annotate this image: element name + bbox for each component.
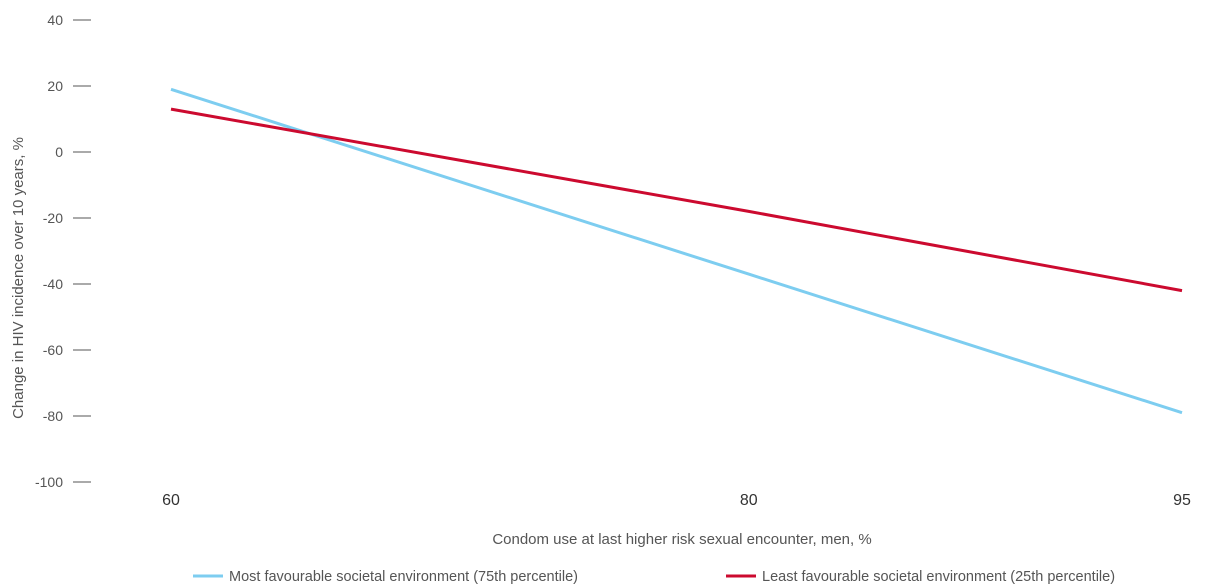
legend-label: Most favourable societal environment (75… [229, 569, 578, 585]
y-axis-title: Change in HIV incidence over 10 years, % [10, 137, 27, 419]
y-tick-label: -40 [43, 276, 63, 292]
x-tick-label: 80 [740, 492, 758, 509]
legend-item-1: Most favourable societal environment (75… [193, 569, 578, 585]
x-tick-label: 95 [1173, 492, 1191, 509]
y-tick-label: 20 [47, 78, 63, 94]
x-axis: 60 80 95 [162, 492, 1191, 509]
series-lines [170, 87, 1183, 415]
y-tick-label: 0 [55, 144, 63, 160]
y-tick-label: -60 [43, 342, 63, 358]
y-tick-label: -100 [35, 474, 63, 490]
legend-label: Least favourable societal environment (2… [762, 569, 1115, 585]
series-line-2 [170, 107, 1183, 293]
x-axis-title: Condom use at last higher risk sexual en… [492, 531, 871, 548]
y-axis: 40 20 0 -20 -40 -60 -80 -100 [35, 12, 91, 490]
legend: Most favourable societal environment (75… [193, 569, 1115, 585]
y-tick-label: -80 [43, 408, 63, 424]
series-line-1 [170, 87, 1183, 415]
y-tick-label: -20 [43, 210, 63, 226]
x-tick-label: 60 [162, 492, 180, 509]
legend-item-2: Least favourable societal environment (2… [726, 569, 1115, 585]
y-tick-label: 40 [47, 12, 63, 28]
